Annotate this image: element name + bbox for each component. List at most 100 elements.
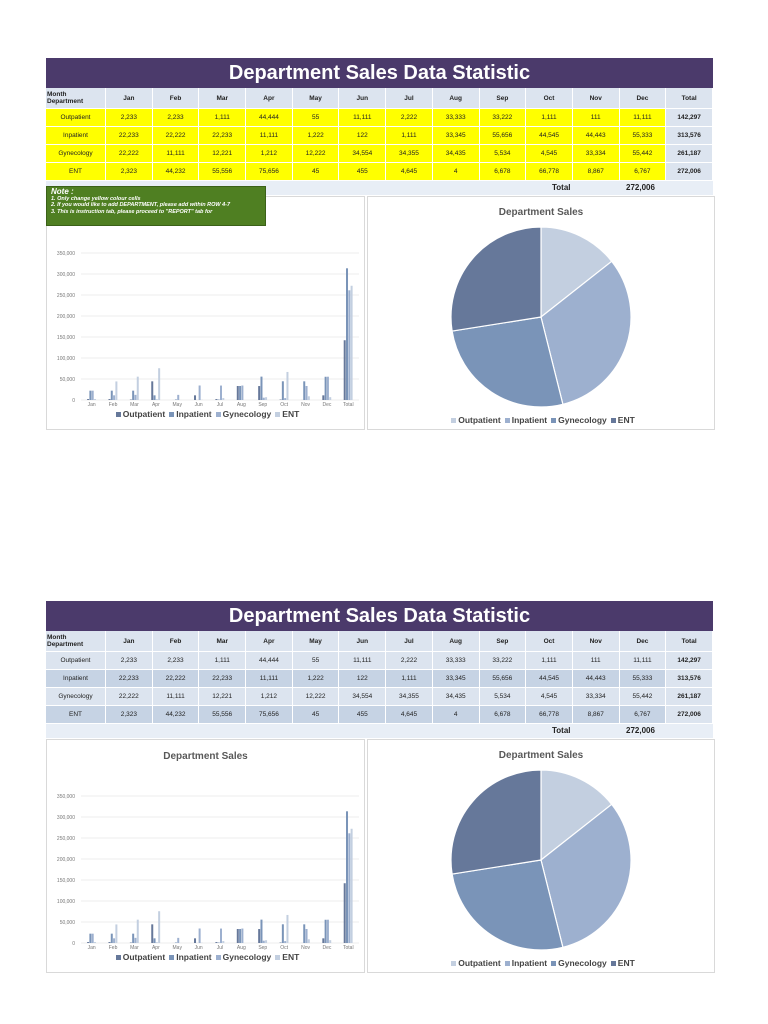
sales-cell[interactable]: 12,221	[198, 687, 247, 706]
sales-cell[interactable]: 22,222	[105, 144, 153, 163]
sales-cell[interactable]: 455	[338, 705, 387, 724]
sales-cell[interactable]: 1,111	[198, 108, 247, 127]
sales-cell[interactable]: 6,767	[619, 162, 667, 181]
sales-cell[interactable]: 34,554	[338, 144, 387, 163]
department-name[interactable]: Outpatient	[46, 651, 106, 670]
sales-cell[interactable]: 34,554	[338, 687, 387, 706]
sales-cell[interactable]: 2,323	[105, 162, 153, 181]
sales-cell[interactable]: 4,545	[525, 144, 573, 163]
sales-cell[interactable]: 12,221	[198, 144, 247, 163]
sales-cell[interactable]: 11,111	[245, 669, 293, 688]
sales-cell[interactable]: 455	[338, 162, 387, 181]
sales-cell[interactable]: 34,355	[385, 144, 433, 163]
sales-cell[interactable]: 66,778	[525, 162, 573, 181]
sales-cell[interactable]: 33,222	[479, 108, 527, 127]
sales-cell[interactable]: 55,333	[619, 126, 667, 145]
sales-cell[interactable]: 22,233	[105, 669, 153, 688]
sales-cell[interactable]: 33,345	[432, 669, 480, 688]
sales-cell[interactable]: 11,111	[152, 687, 200, 706]
sales-cell[interactable]: 4,645	[385, 705, 433, 724]
sales-cell[interactable]: 2,233	[105, 108, 153, 127]
sales-cell[interactable]: 22,233	[198, 126, 247, 145]
sales-cell[interactable]: 55	[292, 651, 340, 670]
sales-cell[interactable]: 2,233	[152, 108, 200, 127]
sales-cell[interactable]: 33,333	[432, 651, 480, 670]
sales-cell[interactable]: 2,222	[385, 651, 433, 670]
sales-cell[interactable]: 45	[292, 162, 340, 181]
sales-cell[interactable]: 55,442	[619, 144, 667, 163]
sales-cell[interactable]: 22,222	[105, 687, 153, 706]
sales-cell[interactable]: 22,233	[198, 669, 247, 688]
sales-cell[interactable]: 55,333	[619, 669, 667, 688]
sales-cell[interactable]: 6,678	[479, 162, 527, 181]
sales-cell[interactable]: 1,212	[245, 687, 293, 706]
sales-cell[interactable]: 22,222	[152, 126, 200, 145]
sales-cell[interactable]: 2,323	[105, 705, 153, 724]
sales-cell[interactable]: 4,645	[385, 162, 433, 181]
sales-cell[interactable]: 55,656	[479, 126, 527, 145]
sales-cell[interactable]: 4	[432, 705, 480, 724]
sales-cell[interactable]: 8,867	[572, 705, 620, 724]
department-name[interactable]: Gynecology	[46, 144, 106, 163]
sales-cell[interactable]: 55,442	[619, 687, 667, 706]
sales-cell[interactable]: 6,767	[619, 705, 667, 724]
sales-cell[interactable]: 33,222	[479, 651, 527, 670]
sales-cell[interactable]: 1,111	[385, 126, 433, 145]
sales-cell[interactable]: 22,222	[152, 669, 200, 688]
sales-cell[interactable]: 75,656	[245, 162, 293, 181]
sales-cell[interactable]: 12,222	[292, 687, 340, 706]
sales-cell[interactable]: 55,556	[198, 705, 247, 724]
department-name[interactable]: ENT	[46, 162, 106, 181]
department-name[interactable]: Gynecology	[46, 687, 106, 706]
sales-cell[interactable]: 33,345	[432, 126, 480, 145]
sales-cell[interactable]: 111	[572, 108, 620, 127]
sales-cell[interactable]: 1,111	[525, 108, 573, 127]
sales-cell[interactable]: 5,534	[479, 687, 527, 706]
sales-cell[interactable]: 5,534	[479, 144, 527, 163]
department-name[interactable]: Inpatient	[46, 126, 106, 145]
sales-cell[interactable]: 11,111	[152, 144, 200, 163]
sales-cell[interactable]: 11,111	[338, 108, 387, 127]
sales-cell[interactable]: 45	[292, 705, 340, 724]
sales-cell[interactable]: 4,545	[525, 687, 573, 706]
sales-cell[interactable]: 34,435	[432, 144, 480, 163]
sales-cell[interactable]: 122	[338, 669, 387, 688]
sales-cell[interactable]: 122	[338, 126, 387, 145]
sales-cell[interactable]: 11,111	[338, 651, 387, 670]
sales-cell[interactable]: 44,443	[572, 126, 620, 145]
sales-cell[interactable]: 34,435	[432, 687, 480, 706]
sales-cell[interactable]: 44,444	[245, 108, 293, 127]
sales-cell[interactable]: 11,111	[619, 651, 667, 670]
sales-cell[interactable]: 1,111	[385, 669, 433, 688]
sales-cell[interactable]: 1,212	[245, 144, 293, 163]
sales-cell[interactable]: 12,222	[292, 144, 340, 163]
sales-cell[interactable]: 44,545	[525, 669, 573, 688]
sales-cell[interactable]: 44,545	[525, 126, 573, 145]
sales-cell[interactable]: 6,678	[479, 705, 527, 724]
sales-cell[interactable]: 1,111	[525, 651, 573, 670]
sales-cell[interactable]: 75,656	[245, 705, 293, 724]
sales-cell[interactable]: 44,232	[152, 162, 200, 181]
sales-cell[interactable]: 8,867	[572, 162, 620, 181]
sales-cell[interactable]: 11,111	[619, 108, 667, 127]
sales-cell[interactable]: 44,232	[152, 705, 200, 724]
sales-cell[interactable]: 33,333	[432, 108, 480, 127]
sales-cell[interactable]: 1,111	[198, 651, 247, 670]
sales-cell[interactable]: 34,355	[385, 687, 433, 706]
sales-cell[interactable]: 55,556	[198, 162, 247, 181]
sales-cell[interactable]: 4	[432, 162, 480, 181]
sales-cell[interactable]: 1,222	[292, 126, 340, 145]
department-name[interactable]: Outpatient	[46, 108, 106, 127]
sales-cell[interactable]: 1,222	[292, 669, 340, 688]
sales-cell[interactable]: 33,334	[572, 687, 620, 706]
department-name[interactable]: Inpatient	[46, 669, 106, 688]
sales-cell[interactable]: 66,778	[525, 705, 573, 724]
department-name[interactable]: ENT	[46, 705, 106, 724]
sales-cell[interactable]: 11,111	[245, 126, 293, 145]
sales-cell[interactable]: 2,233	[152, 651, 200, 670]
sales-cell[interactable]: 33,334	[572, 144, 620, 163]
sales-cell[interactable]: 2,233	[105, 651, 153, 670]
sales-cell[interactable]: 55	[292, 108, 340, 127]
sales-cell[interactable]: 2,222	[385, 108, 433, 127]
sales-cell[interactable]: 22,233	[105, 126, 153, 145]
